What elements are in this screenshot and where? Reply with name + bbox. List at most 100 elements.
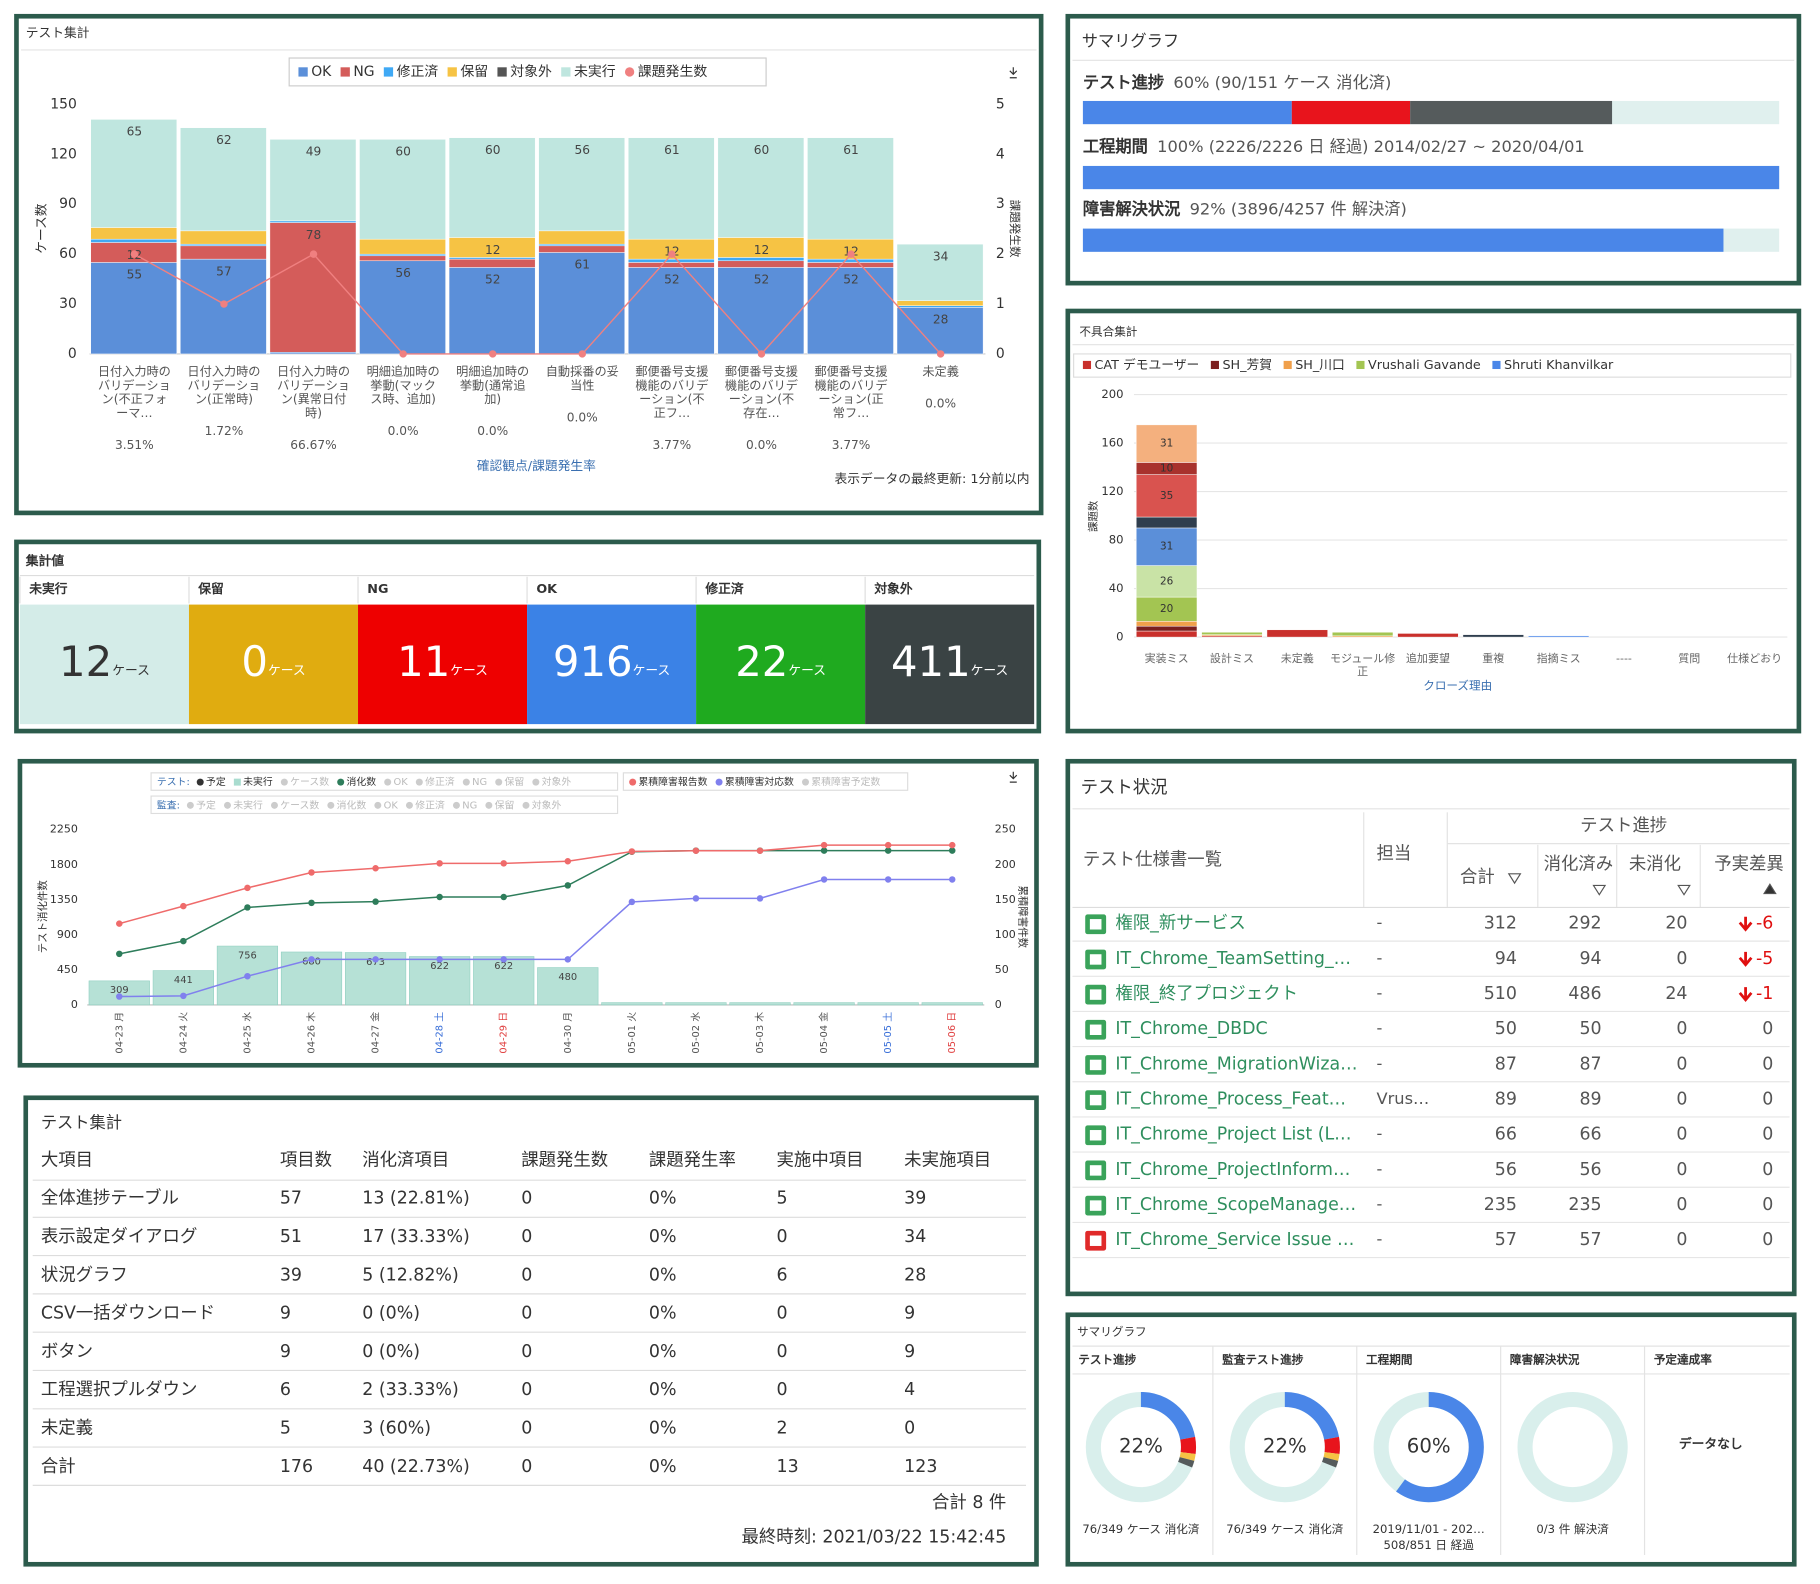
label-line: ーション(不 <box>729 392 794 406</box>
bar-segment <box>1291 100 1411 125</box>
y-tick-label: 30 <box>59 296 77 312</box>
tally-unit: ケース <box>112 663 150 678</box>
value-label: 56 <box>395 266 410 280</box>
value-label: 57 <box>216 264 232 278</box>
row-count: 合計 8 件 <box>932 1493 1006 1513</box>
bar-segment <box>448 257 536 260</box>
bar-segment <box>180 243 267 247</box>
cell: 34 <box>904 1227 926 1247</box>
value-label: 31 <box>1160 438 1173 450</box>
column-header: 課題発生率 <box>649 1150 736 1170</box>
legend-marker <box>270 801 278 809</box>
owner: - <box>1376 1054 1382 1073</box>
spec-name: IT_Chrome_Service Issue … <box>1115 1230 1354 1250</box>
series-point <box>308 869 315 876</box>
bar-segment <box>90 238 178 243</box>
legend-label: 保留 <box>505 775 525 788</box>
cell: 176 <box>280 1457 313 1477</box>
cell: 0 <box>521 1227 532 1247</box>
donut-segment <box>1085 1391 1197 1503</box>
legend-marker <box>374 801 382 809</box>
legend-marker <box>497 67 507 77</box>
series-point <box>500 893 507 901</box>
label-line: 正 <box>1357 665 1368 678</box>
series-point <box>500 956 507 963</box>
download-icon[interactable] <box>1009 771 1018 783</box>
series-point <box>820 876 828 883</box>
donut-segment <box>1229 1391 1340 1503</box>
bar-segment <box>1136 630 1198 638</box>
tally-unit: ケース <box>788 663 826 678</box>
summary-label: 障害解決状況 <box>1083 200 1180 219</box>
x-tick-label: 明細追加時の挙動(通常追加) <box>456 363 529 406</box>
label-line: バリデーショ <box>188 377 261 392</box>
column-header: 課題発生数 <box>521 1150 608 1170</box>
legend-label: 未実行 <box>574 64 616 80</box>
value-label: 78 <box>306 228 321 242</box>
cell: 0% <box>649 1304 677 1324</box>
total: 87 <box>1495 1054 1517 1074</box>
column-header: 大項目 <box>41 1150 93 1170</box>
value-label: 52 <box>485 273 501 287</box>
x-tick-label: 05-02 水 <box>690 1012 702 1054</box>
label-line: 挙動(マック <box>370 378 436 392</box>
remaining: 0 <box>1676 949 1687 969</box>
legend-marker <box>415 778 423 786</box>
label-line: 質問 <box>1678 651 1700 665</box>
tally-value-text: 411ケース <box>891 636 1008 685</box>
x-tick-label: 04-30 月 <box>562 1012 574 1054</box>
tally-value: 916 <box>553 636 633 685</box>
bar-segment <box>1136 424 1198 463</box>
tally-value-text: 916ケース <box>553 636 670 685</box>
y2-tick-label: 0 <box>995 998 1002 1011</box>
cell: 2 <box>777 1419 788 1439</box>
y2-tick-label: 50 <box>995 963 1009 976</box>
x-tick-label: 未定義 <box>1281 651 1314 665</box>
sort-icon <box>1507 873 1522 885</box>
spec-name: IT_Chrome_MigrationWiza… <box>1115 1054 1357 1074</box>
rate-label: 3.77% <box>653 438 692 452</box>
remaining: 0 <box>1676 1230 1687 1250</box>
cell: 0 <box>777 1380 788 1400</box>
value-label: 56 <box>575 143 591 157</box>
x-tick-label: 自動採番の妥当性 <box>546 364 619 392</box>
download-icon[interactable] <box>1009 67 1018 79</box>
y-tick-label: 1800 <box>50 858 78 871</box>
series-point <box>756 895 764 902</box>
bar-segment <box>1332 631 1394 637</box>
label-line: 未定義 <box>922 363 959 378</box>
value-label: 10 <box>1160 463 1173 475</box>
diff: -6 <box>1756 914 1773 934</box>
legend-marker <box>715 778 723 786</box>
remaining: 0 <box>1676 1160 1687 1180</box>
owner: - <box>1376 1159 1382 1178</box>
header: 消化済み <box>1544 855 1614 875</box>
done: 56 <box>1579 1160 1601 1180</box>
down-arrow <box>1738 987 1753 1003</box>
donut-caption: 76/349 ケース 消化済 <box>1082 1522 1200 1536</box>
legend-label: 修正済 <box>397 64 439 80</box>
y2-tick-label: 4 <box>996 146 1005 162</box>
label-line: 挙動(通常追 <box>460 377 526 392</box>
bar-segment <box>1082 165 1780 190</box>
tally-value: 411 <box>891 636 971 685</box>
summary-label: 工程期間 <box>1083 137 1148 156</box>
column-header: 工程期間 <box>1366 1353 1412 1367</box>
label-line: ーション(不 <box>639 392 704 406</box>
y-tick-label: 900 <box>57 928 78 941</box>
sort-icon <box>1592 884 1607 896</box>
label-line: 正フ… <box>654 406 691 420</box>
legend-label: 修正済 <box>415 798 445 811</box>
x-tick-label: 05-06 日 <box>947 1012 958 1054</box>
done: 66 <box>1579 1125 1601 1145</box>
legend-label: 対象外 <box>510 64 552 80</box>
donut-caption: 76/349 ケース 消化済 <box>1226 1522 1344 1536</box>
series-point <box>180 992 187 1000</box>
value-label: 55 <box>127 268 143 282</box>
rate-label: 0.0% <box>388 424 419 438</box>
legend-label: 対象外 <box>532 798 562 811</box>
diff: 0 <box>1762 1019 1773 1039</box>
y-tick-label: 40 <box>1109 581 1124 595</box>
header: テスト仕様書一覧 <box>1083 850 1222 870</box>
